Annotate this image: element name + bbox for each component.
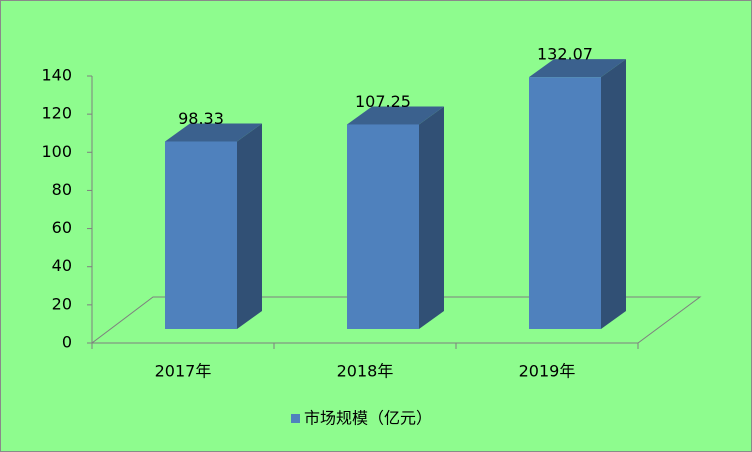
y-tick-label: 0: [62, 333, 72, 352]
bar: [529, 77, 601, 329]
y-tick-label: 140: [41, 66, 72, 85]
x-tick-label: 2017年: [155, 362, 212, 381]
y-tick-label: 100: [41, 142, 72, 161]
value-label: 98.33: [178, 109, 224, 128]
y-tick-label: 80: [52, 180, 72, 199]
bar-side: [419, 106, 444, 330]
y-tick-label: 60: [52, 218, 72, 237]
bar-side: [601, 59, 626, 329]
value-label: 107.25: [355, 92, 411, 111]
x-tick-label: 2018年: [337, 362, 394, 381]
x-tick-label: 2019年: [519, 362, 576, 381]
bar-top: [347, 106, 444, 125]
y-tick-label: 120: [41, 104, 72, 123]
bar: [347, 124, 419, 330]
bar-top: [529, 59, 626, 78]
legend-label: 市场规模（亿元）: [304, 409, 432, 428]
bar-top: [165, 123, 262, 142]
value-label: 132.07: [537, 45, 593, 64]
bar: [165, 141, 237, 329]
legend-swatch: [291, 414, 300, 423]
y-tick-label: 40: [52, 256, 72, 275]
bar-side: [237, 123, 262, 329]
y-tick-label: 20: [52, 294, 72, 313]
